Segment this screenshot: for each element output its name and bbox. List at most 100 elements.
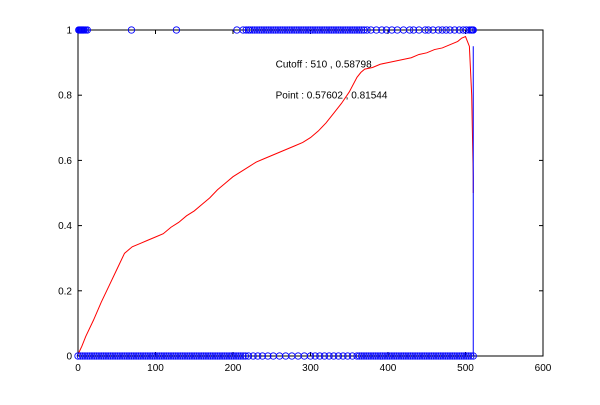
data-point <box>360 352 368 360</box>
y-tick-label: 0 <box>66 352 72 363</box>
data-point <box>427 352 436 360</box>
data-point <box>144 352 152 360</box>
data-point <box>120 352 129 360</box>
data-point <box>446 352 454 360</box>
data-point <box>382 26 391 34</box>
data-point <box>197 352 205 360</box>
data-point <box>211 352 219 360</box>
data-point <box>441 352 449 360</box>
data-point <box>351 26 359 34</box>
x-tick-label: 600 <box>535 363 552 374</box>
plot-area <box>77 29 544 357</box>
data-point <box>437 352 445 360</box>
data-point <box>225 352 233 360</box>
data-point <box>171 352 180 360</box>
data-point <box>344 26 352 34</box>
data-point <box>429 26 437 34</box>
data-point <box>204 352 212 360</box>
data-point <box>253 26 261 34</box>
data-point <box>290 26 298 34</box>
data-point <box>232 352 240 360</box>
data-point <box>434 352 443 360</box>
y-tick-label: 0.8 <box>58 91 72 102</box>
data-point <box>162 352 171 360</box>
data-point <box>288 26 296 34</box>
data-point <box>271 26 280 34</box>
data-point <box>311 352 319 360</box>
data-point <box>357 352 366 360</box>
data-point <box>423 352 431 360</box>
data-point <box>424 26 432 34</box>
data-point <box>79 352 87 360</box>
data-point <box>337 26 345 34</box>
data-point <box>255 26 263 34</box>
data-point <box>364 352 373 360</box>
data-point <box>141 352 150 360</box>
data-point <box>306 26 315 34</box>
data-point <box>467 352 475 360</box>
data-point <box>109 352 117 360</box>
data-point <box>418 352 426 360</box>
scatter-series-3 <box>74 352 477 360</box>
data-point <box>344 352 352 360</box>
data-point <box>258 352 267 360</box>
data-point <box>85 352 94 360</box>
data-point <box>246 26 254 34</box>
data-point <box>406 26 414 34</box>
data-point <box>430 352 438 360</box>
data-point <box>469 352 477 360</box>
data-point <box>76 352 84 360</box>
annotation-0: Cutoff : 510 , 0.58798 <box>276 59 372 70</box>
data-point <box>362 352 370 360</box>
data-point <box>262 26 270 34</box>
data-point <box>388 26 396 34</box>
data-point <box>432 352 440 360</box>
data-point <box>83 26 91 34</box>
series-layer <box>74 26 477 360</box>
data-point <box>220 352 229 360</box>
data-point <box>378 352 387 360</box>
data-point <box>113 352 122 360</box>
data-point <box>195 352 203 360</box>
data-point <box>230 352 238 360</box>
data-point <box>174 352 182 360</box>
data-point <box>123 352 131 360</box>
data-point <box>304 26 312 34</box>
data-point <box>132 352 140 360</box>
data-point <box>327 26 336 34</box>
data-point <box>237 352 245 360</box>
data-point <box>371 352 380 360</box>
data-point <box>295 26 303 34</box>
data-point <box>188 352 196 360</box>
data-point <box>251 26 259 34</box>
data-point <box>311 26 319 34</box>
data-point <box>172 26 181 34</box>
data-point <box>464 352 473 360</box>
annotation-1: Point : 0.57602 , 0.81544 <box>276 90 388 101</box>
data-point <box>372 26 381 34</box>
data-point <box>83 352 91 360</box>
data-point <box>367 26 375 34</box>
data-point <box>378 26 386 34</box>
data-point <box>446 26 454 34</box>
data-point <box>213 352 222 360</box>
data-point <box>90 352 98 360</box>
data-point <box>346 26 354 34</box>
data-point <box>258 26 266 34</box>
y-tick-label: 0.2 <box>58 286 72 297</box>
data-point <box>88 352 96 360</box>
series-line-0 <box>77 35 474 355</box>
data-point <box>341 26 350 34</box>
data-point <box>357 26 366 34</box>
data-point <box>146 352 154 360</box>
data-point <box>313 26 322 34</box>
data-point <box>374 352 382 360</box>
data-point <box>137 352 145 360</box>
data-point <box>130 352 138 360</box>
data-point <box>276 26 284 34</box>
data-point <box>325 352 333 360</box>
data-point <box>306 352 315 360</box>
data-point <box>111 352 119 360</box>
data-point <box>406 352 415 360</box>
